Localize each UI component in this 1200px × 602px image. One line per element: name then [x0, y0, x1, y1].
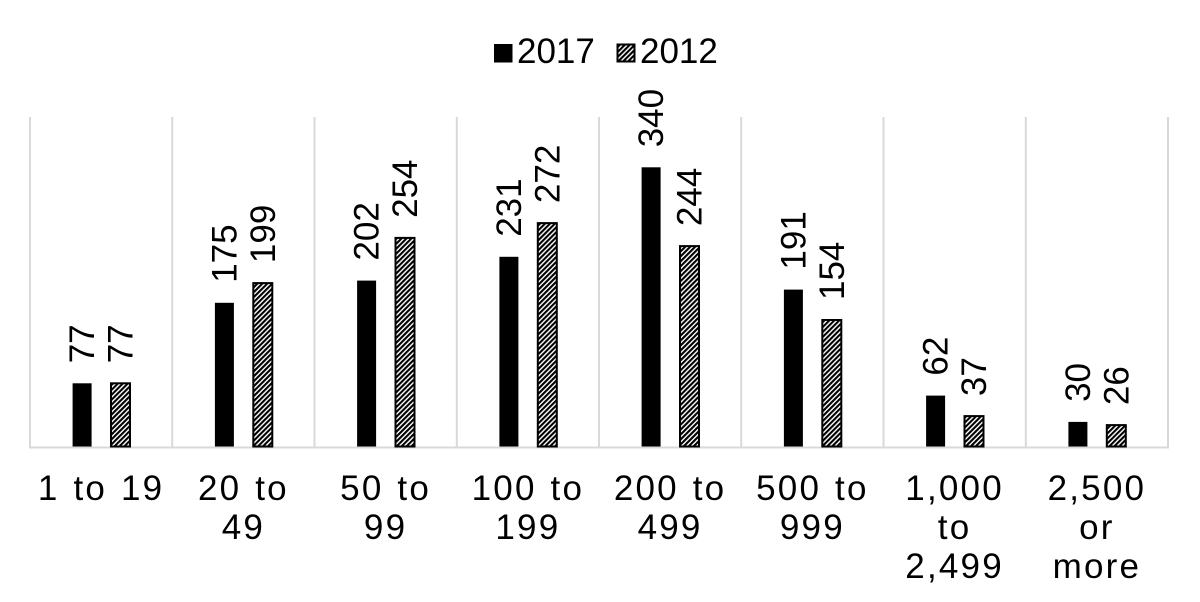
svg-text:500 to: 500 to [756, 469, 869, 508]
svg-text:37: 37 [955, 357, 994, 396]
svg-text:77: 77 [102, 324, 141, 363]
svg-text:154: 154 [813, 242, 852, 300]
svg-text:62: 62 [917, 337, 956, 376]
svg-text:199: 199 [244, 205, 283, 263]
svg-text:999: 999 [780, 508, 845, 547]
svg-text:77: 77 [63, 324, 102, 363]
svg-text:to: to [938, 508, 972, 547]
svg-text:26: 26 [1097, 366, 1136, 405]
svg-text:20 to: 20 to [198, 469, 289, 508]
svg-text:2012: 2012 [640, 32, 718, 71]
svg-text:272: 272 [528, 145, 567, 203]
svg-text:50 to: 50 to [340, 469, 431, 508]
svg-text:340: 340 [632, 89, 671, 147]
svg-text:175: 175 [205, 224, 244, 282]
svg-text:2017: 2017 [517, 32, 595, 71]
svg-text:1,000: 1,000 [905, 469, 1004, 508]
svg-text:100 to: 100 to [472, 469, 585, 508]
svg-text:2,500: 2,500 [1048, 469, 1147, 508]
svg-text:99: 99 [364, 508, 407, 547]
svg-text:49: 49 [222, 508, 265, 547]
svg-text:1 to 19: 1 to 19 [38, 469, 164, 508]
svg-text:199: 199 [495, 508, 560, 547]
svg-text:231: 231 [490, 178, 529, 236]
svg-text:191: 191 [774, 211, 813, 269]
svg-text:499: 499 [638, 508, 703, 547]
svg-text:244: 244 [671, 168, 710, 226]
svg-text:254: 254 [386, 159, 425, 217]
svg-text:2,499: 2,499 [905, 547, 1004, 586]
svg-text:202: 202 [348, 202, 387, 260]
svg-text:30: 30 [1059, 363, 1098, 402]
svg-text:or: or [1079, 508, 1115, 547]
svg-text:200 to: 200 to [614, 469, 727, 508]
svg-text:more: more [1053, 547, 1142, 586]
